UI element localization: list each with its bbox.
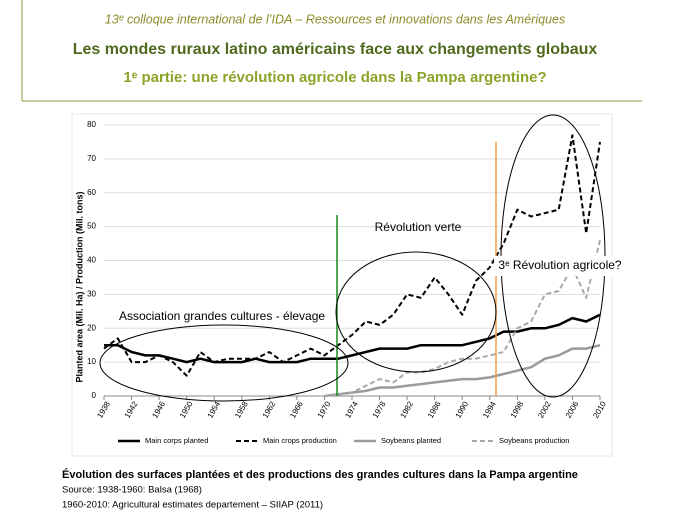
- y-tick-label: 0: [92, 391, 97, 400]
- x-tick-label: 1974: [343, 399, 360, 419]
- x-tick-label: 2010: [591, 399, 608, 419]
- x-tick-label: 1954: [206, 399, 223, 419]
- header-line: 13ᵉ colloque international de l’IDA – Re…: [105, 12, 565, 26]
- series-line: [103, 134, 601, 377]
- x-tick-label: 1978: [371, 399, 388, 419]
- x-tick-label: 1946: [150, 399, 167, 419]
- x-tick-label: 1990: [454, 399, 471, 419]
- series-line: [324, 239, 601, 397]
- y-tick-label: 60: [87, 188, 96, 197]
- period-ellipse: [99, 324, 349, 402]
- annotation: Association grandes cultures - élevage: [119, 309, 325, 323]
- legend-label: Main crops production: [263, 436, 337, 445]
- x-tick-label: 1994: [481, 399, 498, 419]
- x-tick-label: 1962: [261, 399, 278, 419]
- period-ellipse: [335, 251, 497, 373]
- legend-label: Main corps planted: [145, 436, 208, 445]
- annotation: 3ᵉ Révolution agricole?: [498, 258, 622, 272]
- annotation: Révolution verte: [375, 220, 462, 234]
- legend-label: Soybeans production: [499, 436, 569, 445]
- annotation-box: [494, 256, 626, 276]
- legend-label: Soybeans planted: [381, 436, 441, 445]
- y-tick-label: 70: [87, 154, 96, 163]
- x-tick-label: 1986: [426, 399, 443, 419]
- y-tick-label: 20: [87, 323, 96, 332]
- y-tick-label: 10: [87, 357, 96, 366]
- series-line: [104, 313, 601, 364]
- x-tick-label: 1982: [398, 399, 415, 419]
- x-tick-label: 2002: [536, 399, 553, 419]
- x-tick-label: 1950: [178, 399, 195, 419]
- x-tick-label: 1958: [233, 399, 250, 419]
- y-tick-label: 40: [87, 256, 96, 265]
- x-tick-label: 1970: [316, 399, 333, 419]
- x-tick-label: 1942: [123, 399, 140, 419]
- y-axis-label: Planted area (Mil. Ha) / Production (Mil…: [74, 191, 84, 382]
- x-tick-label: 2006: [564, 399, 581, 419]
- x-tick-label: 1966: [288, 399, 305, 419]
- caption-title: Évolution des surfaces plantées et des p…: [62, 468, 578, 481]
- header-title: Les mondes ruraux latino américains face…: [73, 41, 598, 58]
- x-tick-label: 1998: [509, 399, 526, 419]
- x-tick-label: 1938: [95, 399, 112, 419]
- header-subtitle: 1ᵉ partie: une révolution agricole dans …: [123, 69, 546, 86]
- series-line: [324, 343, 601, 398]
- y-tick-label: 30: [87, 289, 96, 298]
- caption-source: Source: 1938-1960: Balsa (1968): [62, 485, 202, 496]
- caption-source: 1960-2010: Agricultural estimates depart…: [62, 500, 323, 511]
- y-tick-label: 80: [87, 120, 96, 129]
- y-tick-label: 50: [87, 222, 96, 231]
- chart-frame: [71, 113, 613, 457]
